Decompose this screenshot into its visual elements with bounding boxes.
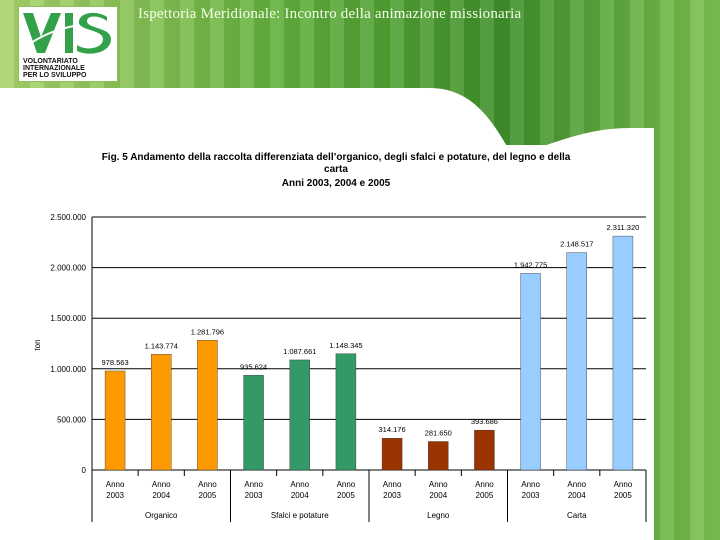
chart-subtitle: Anni 2003, 2004 e 2005	[282, 178, 391, 189]
logo-line2: INTERNAZIONALE	[23, 65, 85, 72]
data-label: 1.942.775	[514, 260, 547, 269]
x-tick-label-prefix: Anno	[152, 480, 171, 489]
y-tick-label: 500.000	[57, 415, 86, 424]
data-label: 314.176	[379, 425, 406, 434]
x-tick-label-prefix: Anno	[521, 480, 540, 489]
data-label: 1.148.345	[329, 341, 362, 350]
y-tick-label: 1.500.000	[50, 314, 86, 323]
x-tick-label-prefix: Anno	[614, 480, 633, 489]
bar-carta-2003	[520, 273, 541, 471]
x-tick-label-prefix: Anno	[429, 480, 448, 489]
logo-line1: VOLONTARIATO	[23, 58, 78, 65]
bar-carta-2005	[612, 235, 634, 471]
y-tick-label: 1.000.000	[50, 365, 86, 374]
group-label: Organico	[145, 511, 178, 520]
data-label: 2.311.320	[607, 223, 640, 232]
axis-layer: 0 500.000 1.000.000 1.500.000 2.000.000 2.500…	[50, 213, 647, 522]
bar-carta-2004	[566, 252, 587, 471]
logo-line3: PER LO SVILUPPO	[23, 72, 87, 79]
bar-organico-2003	[104, 370, 126, 471]
bar-sfalci-e-potature-2005	[335, 353, 357, 471]
group-label: Sfalci e potature	[271, 511, 329, 520]
data-label: 2.148.517	[560, 240, 593, 249]
chart-title-line1: Fig. 5 Andamento della raccolta differen…	[102, 152, 571, 163]
y-tick-label: 2.500.000	[50, 213, 86, 222]
data-label: 978.563	[102, 358, 129, 367]
bar-organico-2005	[197, 340, 218, 471]
vis-logo: VOLONTARIATO INTERNAZIONALE PER LO SVILU…	[18, 6, 118, 82]
bar-sfalci-e-potature-2003	[243, 375, 264, 471]
x-tick-label-year: 2005	[199, 491, 217, 500]
data-label: 935.624	[240, 362, 267, 371]
bar-legno-2005	[474, 429, 495, 471]
bar-legno-2003	[381, 438, 403, 471]
label-layer: 978.563 1.143.774 1.281.796 935.624 1.087.66…	[102, 223, 640, 437]
chart-title-line2: carta	[324, 164, 348, 175]
x-tick-label-year: 2003	[245, 491, 263, 500]
x-tick-label-year: 2005	[476, 491, 494, 500]
y-tick-label: 0	[82, 466, 87, 475]
data-label: 281.650	[425, 428, 452, 437]
x-tick-label-prefix: Anno	[383, 480, 402, 489]
y-axis-label: ton	[33, 339, 42, 350]
chart-card: Fig. 5 Andamento della raccolta differen…	[14, 145, 654, 530]
x-tick-label-year: 2004	[429, 491, 447, 500]
x-tick-label-year: 2003	[522, 491, 540, 500]
x-tick-label-year: 2005	[614, 491, 632, 500]
group-label: Carta	[567, 511, 587, 520]
data-label: 1.087.661	[283, 347, 316, 356]
chart: Fig. 5 Andamento della raccolta differen…	[33, 152, 647, 522]
x-tick-label-prefix: Anno	[475, 480, 494, 489]
x-tick-label-prefix: Anno	[337, 480, 356, 489]
bar-layer	[104, 235, 634, 471]
bar-organico-2004	[151, 354, 172, 471]
bar-sfalci-e-potature-2004	[289, 359, 310, 471]
slide-title: Ispettoria Meridionale: Incontro della a…	[138, 6, 522, 22]
data-label: 1.281.796	[191, 327, 224, 336]
x-tick-label-year: 2003	[383, 491, 401, 500]
x-tick-label-year: 2005	[337, 491, 355, 500]
group-label: Legno	[427, 511, 450, 520]
y-tick-label: 2.000.000	[50, 264, 86, 273]
data-label: 1.143.774	[145, 341, 178, 350]
x-tick-label-prefix: Anno	[567, 480, 586, 489]
x-tick-label-prefix: Anno	[198, 480, 217, 489]
x-tick-label-year: 2003	[106, 491, 124, 500]
bar-legno-2004	[428, 441, 449, 471]
x-tick-label-year: 2004	[291, 491, 309, 500]
x-tick-label-prefix: Anno	[290, 480, 309, 489]
x-tick-label-year: 2004	[568, 491, 586, 500]
data-label: 393.686	[471, 417, 498, 426]
x-tick-label-year: 2004	[152, 491, 170, 500]
x-tick-label-prefix: Anno	[244, 480, 263, 489]
x-tick-label-prefix: Anno	[106, 480, 125, 489]
